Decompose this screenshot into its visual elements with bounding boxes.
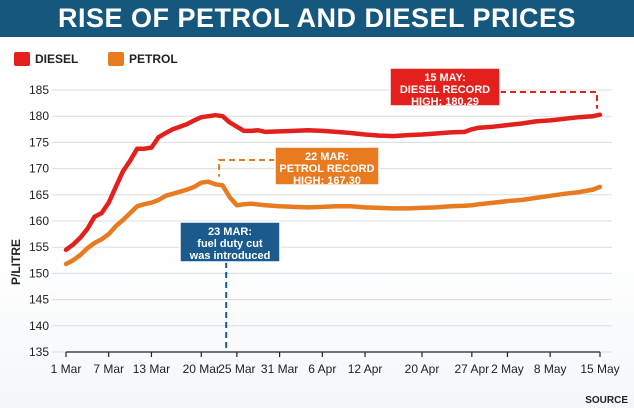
- annotation-text: HIGH: 167.30: [293, 175, 361, 187]
- plot-background: [0, 37, 634, 408]
- y-tick-label: 135: [29, 345, 49, 359]
- x-tick-label: 12 Apr: [348, 362, 383, 376]
- source-credit: SOURCE: [585, 395, 628, 406]
- y-tick-label: 145: [29, 293, 49, 307]
- x-tick-label: 1 Mar: [51, 362, 82, 376]
- gridlines: [52, 89, 612, 353]
- y-tick-label: 160: [29, 214, 49, 228]
- annotation-text: 15 MAY:: [424, 72, 466, 84]
- legend-label-diesel: DIESEL: [35, 52, 78, 66]
- petrol-record-leader: [218, 159, 275, 177]
- x-tick-label: 25 Mar: [218, 362, 255, 376]
- y-axis-label: P/LITRE: [9, 239, 23, 285]
- chart-title: RISE OF PETROL AND DIESEL PRICES: [57, 3, 577, 33]
- series-line-petrol: [63, 179, 603, 267]
- x-tick-label: 13 Mar: [133, 362, 170, 376]
- x-tick-label: 20 Mar: [183, 362, 220, 376]
- x-tick-label: 31 Mar: [261, 362, 298, 376]
- x-tick-label: 27 Apr: [454, 362, 489, 376]
- legend-label-petrol: PETROL: [129, 52, 178, 66]
- series-line-diesel: [63, 112, 603, 253]
- y-tick-label: 165: [29, 188, 49, 202]
- series-lines: [63, 112, 603, 267]
- legend-swatch-petrol: [108, 52, 124, 66]
- diesel-record-leader: [500, 91, 598, 109]
- y-tick-label: 175: [29, 135, 49, 149]
- y-tick-label: 180: [29, 109, 49, 123]
- x-tick-label: 6 Apr: [308, 362, 336, 376]
- x-tick-label: 8 May: [534, 362, 567, 376]
- annotation-box: [274, 146, 380, 186]
- annotation-text: 23 MAR:: [208, 226, 252, 238]
- annotation-box: [179, 221, 281, 263]
- annotation-text: fuel duty cut: [197, 238, 263, 250]
- y-tick-label: 140: [29, 319, 49, 333]
- annotation-text: 22 MAR:: [305, 151, 349, 163]
- legend-swatch-diesel: [14, 52, 30, 66]
- annotation-text: was introduced: [189, 250, 271, 262]
- y-tick-label: 150: [29, 266, 49, 280]
- y-tick-label: 185: [29, 83, 49, 97]
- x-tick-label: 15 May: [580, 362, 619, 376]
- axes: 135 140 145 150 155 160 165 170 175 180 185 1 Mar 7 …: [29, 83, 620, 376]
- y-tick-label: 155: [29, 240, 49, 254]
- x-tick-label: 7 Mar: [93, 362, 124, 376]
- x-tick-label: 2 May: [491, 362, 524, 376]
- annotation-leaders: [218, 91, 598, 352]
- title-banner: RISE OF PETROL AND DIESEL PRICES: [0, 0, 634, 37]
- x-tick-label: 20 Apr: [405, 362, 440, 376]
- annotation-box: [389, 67, 501, 107]
- y-tick-label: 170: [29, 162, 49, 176]
- annotation-text: DIESEL RECORD: [400, 84, 490, 96]
- annotation-text: HIGH: 180.29: [411, 96, 479, 108]
- annotation-text: PETROL RECORD: [279, 163, 374, 175]
- legend: DIESEL PETROL: [14, 52, 178, 66]
